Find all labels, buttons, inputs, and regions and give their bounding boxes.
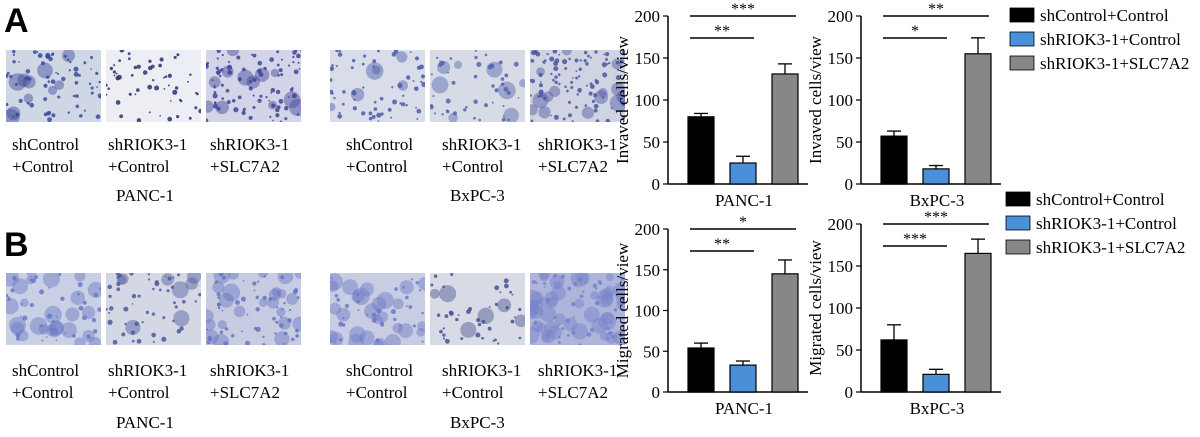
bar-shriok3-1-slc7a2 (771, 73, 799, 185)
caption-a-bxpc3-1: shControl +Control (346, 135, 414, 176)
micrograph-a-bxpc3-shriok3-slc7a2 (530, 50, 625, 122)
caption-b-bxpc3-2: shRIOK3-1 +Control (442, 361, 522, 402)
micrograph-b-panc1-shriok3-slc7a2 (206, 273, 301, 345)
x-axis-label: BxPC-3 (910, 399, 965, 418)
bar-shcontrol-control (880, 339, 908, 393)
y-tick-label: 150 (828, 257, 854, 276)
caption-b-panc1-2: shRIOK3-1 +Control (108, 361, 188, 402)
x-axis-label: PANC-1 (715, 191, 773, 210)
caption-a-panc1-2: shRIOK3-1 +Control (108, 135, 188, 176)
legend-label: shRIOK3-1+SLC7A2 (1040, 54, 1189, 73)
significance-label: *** (903, 231, 927, 248)
y-tick-label: 150 (828, 49, 854, 68)
bar-shcontrol-control (687, 116, 715, 185)
y-tick-label: 200 (635, 7, 661, 26)
bar-shcontrol-control (687, 347, 715, 393)
significance-label: ** (714, 23, 730, 40)
caption-b-panc1-3: shRIOK3-1 +SLC7A2 (210, 361, 290, 402)
caption-b-panc1-1: shControl +Control (12, 361, 80, 402)
bar-shriok3-1-slc7a2 (964, 252, 992, 393)
cell-line-a-panc1: PANC-1 (116, 186, 174, 205)
y-tick-label: 100 (635, 91, 661, 110)
caption-b-bxpc3-1: shControl +Control (346, 361, 414, 402)
caption-a-panc1-1: shControl +Control (12, 135, 80, 176)
significance-label: * (739, 214, 747, 231)
y-axis-label: Migrated cells/view (806, 240, 825, 376)
bar-shriok3-1-slc7a2 (771, 273, 799, 393)
legend-label: shRIOK3-1+Control (1040, 30, 1181, 49)
cell-line-a-bxpc3: BxPC-3 (450, 186, 505, 205)
micrograph-b-bxpc3-shcontrol (330, 273, 425, 345)
y-tick-label: 100 (635, 302, 661, 321)
caption-a-bxpc3-3: shRIOK3-1 +SLC7A2 (538, 135, 618, 176)
y-tick-label: 0 (652, 383, 661, 402)
y-tick-label: 50 (836, 341, 853, 360)
significance-label: ** (714, 236, 730, 253)
significance-label: * (911, 23, 919, 40)
caption-b-bxpc3-3: shRIOK3-1 +SLC7A2 (538, 361, 618, 402)
legend-swatch (1005, 239, 1031, 255)
legend-swatch (1009, 31, 1035, 47)
legend-swatch (1009, 7, 1035, 23)
bar-shriok3-1-control (729, 162, 757, 185)
legend-label: shRIOK3-1+Control (1036, 214, 1177, 233)
bar-shriok3-1-control (729, 364, 757, 393)
panel-label-a: A (4, 2, 29, 40)
y-tick-label: 50 (836, 133, 853, 152)
micrograph-a-bxpc3-shriok3-control (430, 50, 525, 122)
micrograph-b-panc1-shcontrol (6, 273, 101, 345)
bar-shriok3-1-slc7a2 (964, 53, 992, 185)
bar-shriok3-1-control (922, 168, 950, 185)
micrograph-a-bxpc3-shcontrol (330, 50, 425, 122)
micrograph-a-panc1-shriok3-control (106, 50, 201, 122)
caption-a-panc1-3: shRIOK3-1 +SLC7A2 (210, 135, 290, 176)
bar-shriok3-1-control (922, 373, 950, 393)
micrograph-b-panc1-shriok3-control (106, 273, 201, 345)
cell-line-b-panc1: PANC-1 (116, 413, 174, 432)
y-tick-label: 0 (845, 383, 854, 402)
y-tick-label: 150 (635, 261, 661, 280)
legend-label: shRIOK3-1+SLC7A2 (1036, 238, 1185, 257)
micrograph-b-bxpc3-shriok3-slc7a2 (530, 273, 625, 345)
y-tick-label: 0 (652, 175, 661, 194)
legend-swatch (1009, 55, 1035, 71)
panel-label-b: B (4, 226, 29, 264)
legend-swatch (1005, 215, 1031, 231)
legend-label: shControl+Control (1040, 6, 1169, 25)
significance-label: *** (731, 1, 755, 18)
legend-b: shControl+Control shRIOK3-1+Control shRIOK… (1005, 190, 1185, 257)
bar-shcontrol-control (880, 135, 908, 185)
legend-swatch (1005, 191, 1031, 207)
caption-a-bxpc3-2: shRIOK3-1 +Control (442, 135, 522, 176)
y-tick-label: 200 (828, 215, 854, 234)
y-tick-label: 200 (828, 7, 854, 26)
significance-label: ** (928, 1, 944, 18)
y-axis-label: Invaved cells/view (806, 35, 825, 164)
y-tick-label: 0 (845, 175, 854, 194)
y-tick-label: 150 (635, 49, 661, 68)
y-tick-label: 50 (643, 133, 660, 152)
y-tick-label: 100 (828, 299, 854, 318)
x-axis-label: BxPC-3 (910, 191, 965, 210)
micrograph-b-bxpc3-shriok3-control (430, 273, 525, 345)
x-axis-label: PANC-1 (715, 399, 773, 418)
cell-line-b-bxpc3: BxPC-3 (450, 413, 505, 432)
micrograph-a-panc1-shcontrol (6, 50, 101, 122)
significance-label: *** (924, 209, 948, 226)
y-tick-label: 200 (635, 220, 661, 239)
legend-label: shControl+Control (1036, 190, 1165, 209)
y-tick-label: 100 (828, 91, 854, 110)
legend-a: shControl+Control shRIOK3-1+Control shRIOK… (1009, 6, 1189, 73)
y-tick-label: 50 (643, 342, 660, 361)
y-axis-label: Invaved cells/view (613, 35, 632, 164)
micrograph-a-panc1-shriok3-slc7a2 (206, 50, 301, 122)
y-axis-label: Migrated cells/view (613, 242, 632, 378)
